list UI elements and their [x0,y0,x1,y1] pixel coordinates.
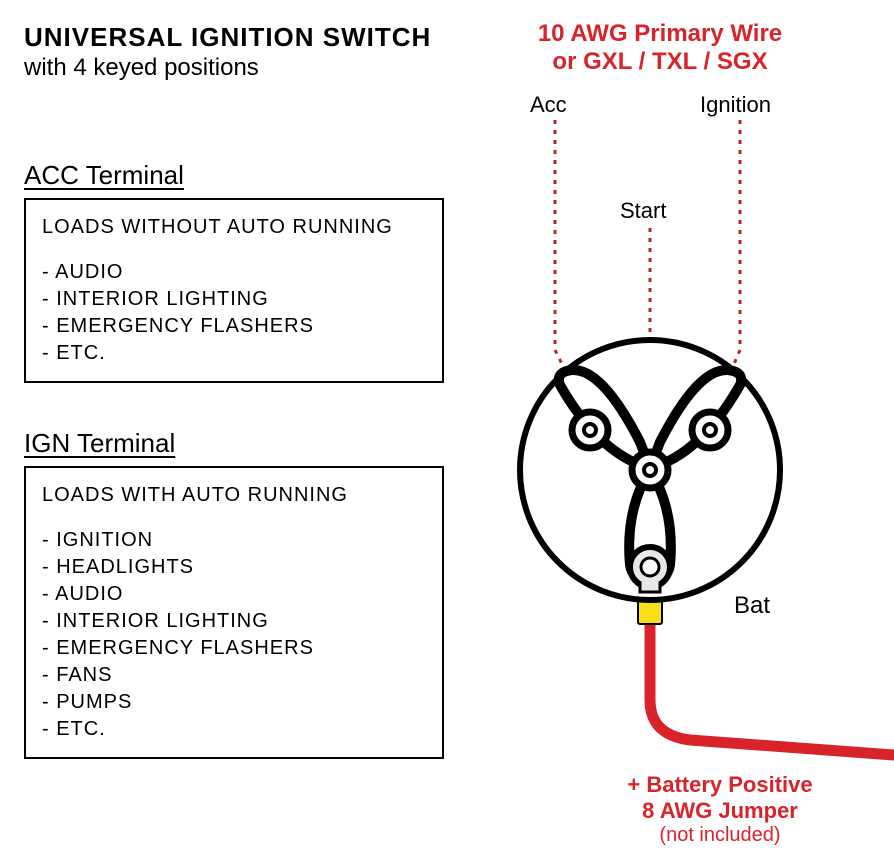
terminal-ignition [692,412,728,448]
terminal-start [632,452,668,488]
battery-wire [650,586,894,755]
terminal-acc [572,412,608,448]
ignition-switch-diagram [0,0,894,863]
